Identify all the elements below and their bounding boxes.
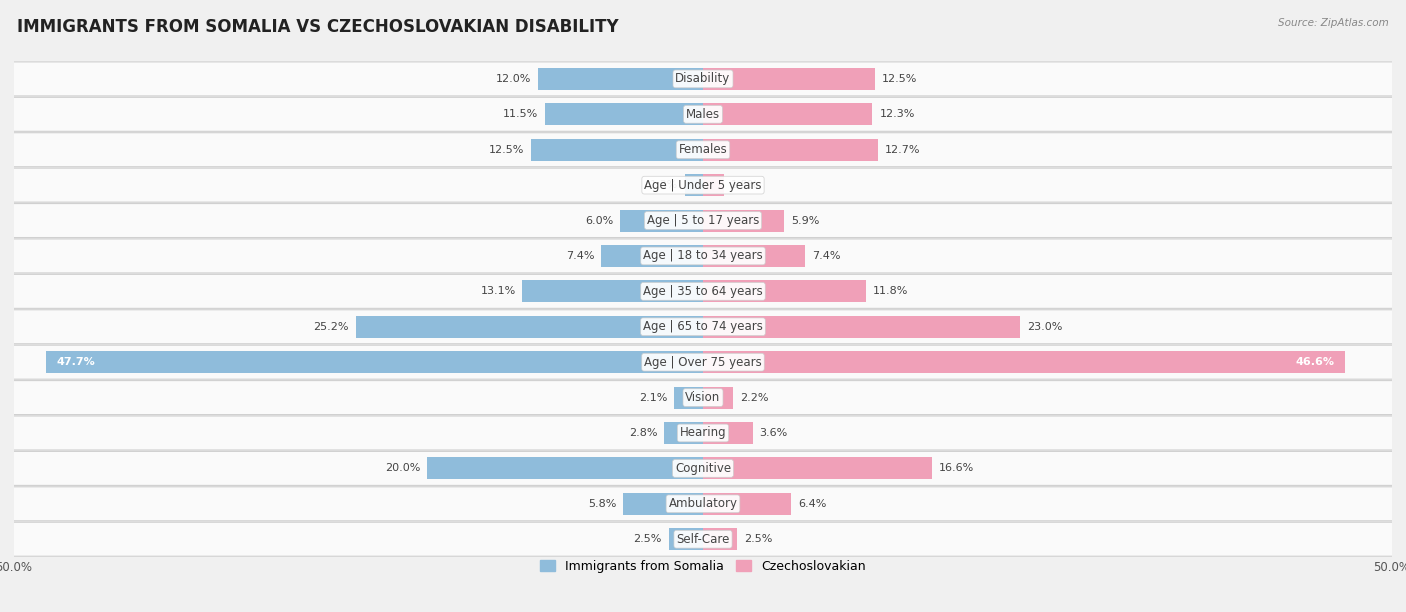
Text: 12.7%: 12.7% bbox=[884, 144, 921, 155]
Text: 12.0%: 12.0% bbox=[495, 74, 531, 84]
Text: 20.0%: 20.0% bbox=[385, 463, 420, 474]
Bar bbox=[537, 68, 703, 90]
Bar bbox=[703, 316, 1019, 338]
Bar bbox=[673, 387, 703, 409]
Text: Age | 65 to 74 years: Age | 65 to 74 years bbox=[643, 320, 763, 334]
Bar bbox=[703, 209, 785, 231]
FancyBboxPatch shape bbox=[0, 345, 1406, 379]
Bar bbox=[703, 68, 875, 90]
Text: Vision: Vision bbox=[685, 391, 721, 404]
FancyBboxPatch shape bbox=[0, 239, 1406, 273]
Bar bbox=[703, 280, 866, 302]
Text: 12.5%: 12.5% bbox=[882, 74, 918, 84]
Text: 7.4%: 7.4% bbox=[565, 251, 595, 261]
Legend: Immigrants from Somalia, Czechoslovakian: Immigrants from Somalia, Czechoslovakian bbox=[536, 555, 870, 578]
Text: Ambulatory: Ambulatory bbox=[668, 498, 738, 510]
Bar bbox=[665, 422, 703, 444]
Bar bbox=[600, 245, 703, 267]
Text: Source: ZipAtlas.com: Source: ZipAtlas.com bbox=[1278, 18, 1389, 28]
Bar bbox=[531, 139, 703, 161]
Text: 2.1%: 2.1% bbox=[638, 392, 668, 403]
Bar bbox=[356, 316, 703, 338]
Text: 7.4%: 7.4% bbox=[811, 251, 841, 261]
Text: 6.0%: 6.0% bbox=[585, 215, 613, 226]
Bar bbox=[620, 209, 703, 231]
Bar bbox=[703, 528, 738, 550]
Bar bbox=[685, 174, 703, 196]
Bar bbox=[46, 351, 703, 373]
Text: 1.5%: 1.5% bbox=[731, 180, 759, 190]
Text: 11.8%: 11.8% bbox=[873, 286, 908, 296]
Text: 46.6%: 46.6% bbox=[1295, 357, 1334, 367]
Bar bbox=[523, 280, 703, 302]
Text: 2.5%: 2.5% bbox=[744, 534, 773, 544]
Text: Self-Care: Self-Care bbox=[676, 532, 730, 546]
Bar bbox=[669, 528, 703, 550]
Text: Age | 18 to 34 years: Age | 18 to 34 years bbox=[643, 250, 763, 263]
Text: 47.7%: 47.7% bbox=[56, 357, 96, 367]
Text: 2.5%: 2.5% bbox=[633, 534, 662, 544]
FancyBboxPatch shape bbox=[0, 168, 1406, 202]
Text: 16.6%: 16.6% bbox=[939, 463, 974, 474]
Bar bbox=[703, 387, 734, 409]
FancyBboxPatch shape bbox=[0, 97, 1406, 132]
Text: 2.8%: 2.8% bbox=[628, 428, 658, 438]
Bar bbox=[703, 103, 873, 125]
FancyBboxPatch shape bbox=[0, 62, 1406, 96]
Text: Cognitive: Cognitive bbox=[675, 462, 731, 475]
Text: 2.2%: 2.2% bbox=[740, 392, 769, 403]
FancyBboxPatch shape bbox=[0, 522, 1406, 556]
Text: 13.1%: 13.1% bbox=[481, 286, 516, 296]
Bar bbox=[623, 493, 703, 515]
Text: Females: Females bbox=[679, 143, 727, 156]
Text: Age | Over 75 years: Age | Over 75 years bbox=[644, 356, 762, 368]
FancyBboxPatch shape bbox=[0, 310, 1406, 344]
Text: Age | 5 to 17 years: Age | 5 to 17 years bbox=[647, 214, 759, 227]
Bar bbox=[544, 103, 703, 125]
Text: 5.8%: 5.8% bbox=[588, 499, 616, 509]
Text: 3.6%: 3.6% bbox=[759, 428, 787, 438]
FancyBboxPatch shape bbox=[0, 452, 1406, 485]
Text: Males: Males bbox=[686, 108, 720, 121]
Text: 12.3%: 12.3% bbox=[879, 110, 915, 119]
Text: 5.9%: 5.9% bbox=[792, 215, 820, 226]
Text: Age | Under 5 years: Age | Under 5 years bbox=[644, 179, 762, 192]
Bar bbox=[703, 457, 932, 479]
Bar bbox=[703, 174, 724, 196]
FancyBboxPatch shape bbox=[0, 133, 1406, 166]
Bar bbox=[703, 422, 752, 444]
Bar bbox=[427, 457, 703, 479]
Text: Age | 35 to 64 years: Age | 35 to 64 years bbox=[643, 285, 763, 298]
Text: 6.4%: 6.4% bbox=[799, 499, 827, 509]
Bar bbox=[703, 351, 1346, 373]
Text: 25.2%: 25.2% bbox=[314, 322, 349, 332]
FancyBboxPatch shape bbox=[0, 204, 1406, 237]
Text: Disability: Disability bbox=[675, 72, 731, 86]
Text: 23.0%: 23.0% bbox=[1026, 322, 1062, 332]
FancyBboxPatch shape bbox=[0, 381, 1406, 414]
Text: Hearing: Hearing bbox=[679, 427, 727, 439]
FancyBboxPatch shape bbox=[0, 487, 1406, 521]
FancyBboxPatch shape bbox=[0, 274, 1406, 308]
Bar bbox=[703, 245, 806, 267]
Text: 1.3%: 1.3% bbox=[650, 180, 678, 190]
Text: 12.5%: 12.5% bbox=[488, 144, 524, 155]
Bar bbox=[703, 139, 877, 161]
Bar bbox=[703, 493, 792, 515]
Text: 11.5%: 11.5% bbox=[502, 110, 537, 119]
FancyBboxPatch shape bbox=[0, 416, 1406, 450]
Text: IMMIGRANTS FROM SOMALIA VS CZECHOSLOVAKIAN DISABILITY: IMMIGRANTS FROM SOMALIA VS CZECHOSLOVAKI… bbox=[17, 18, 619, 36]
